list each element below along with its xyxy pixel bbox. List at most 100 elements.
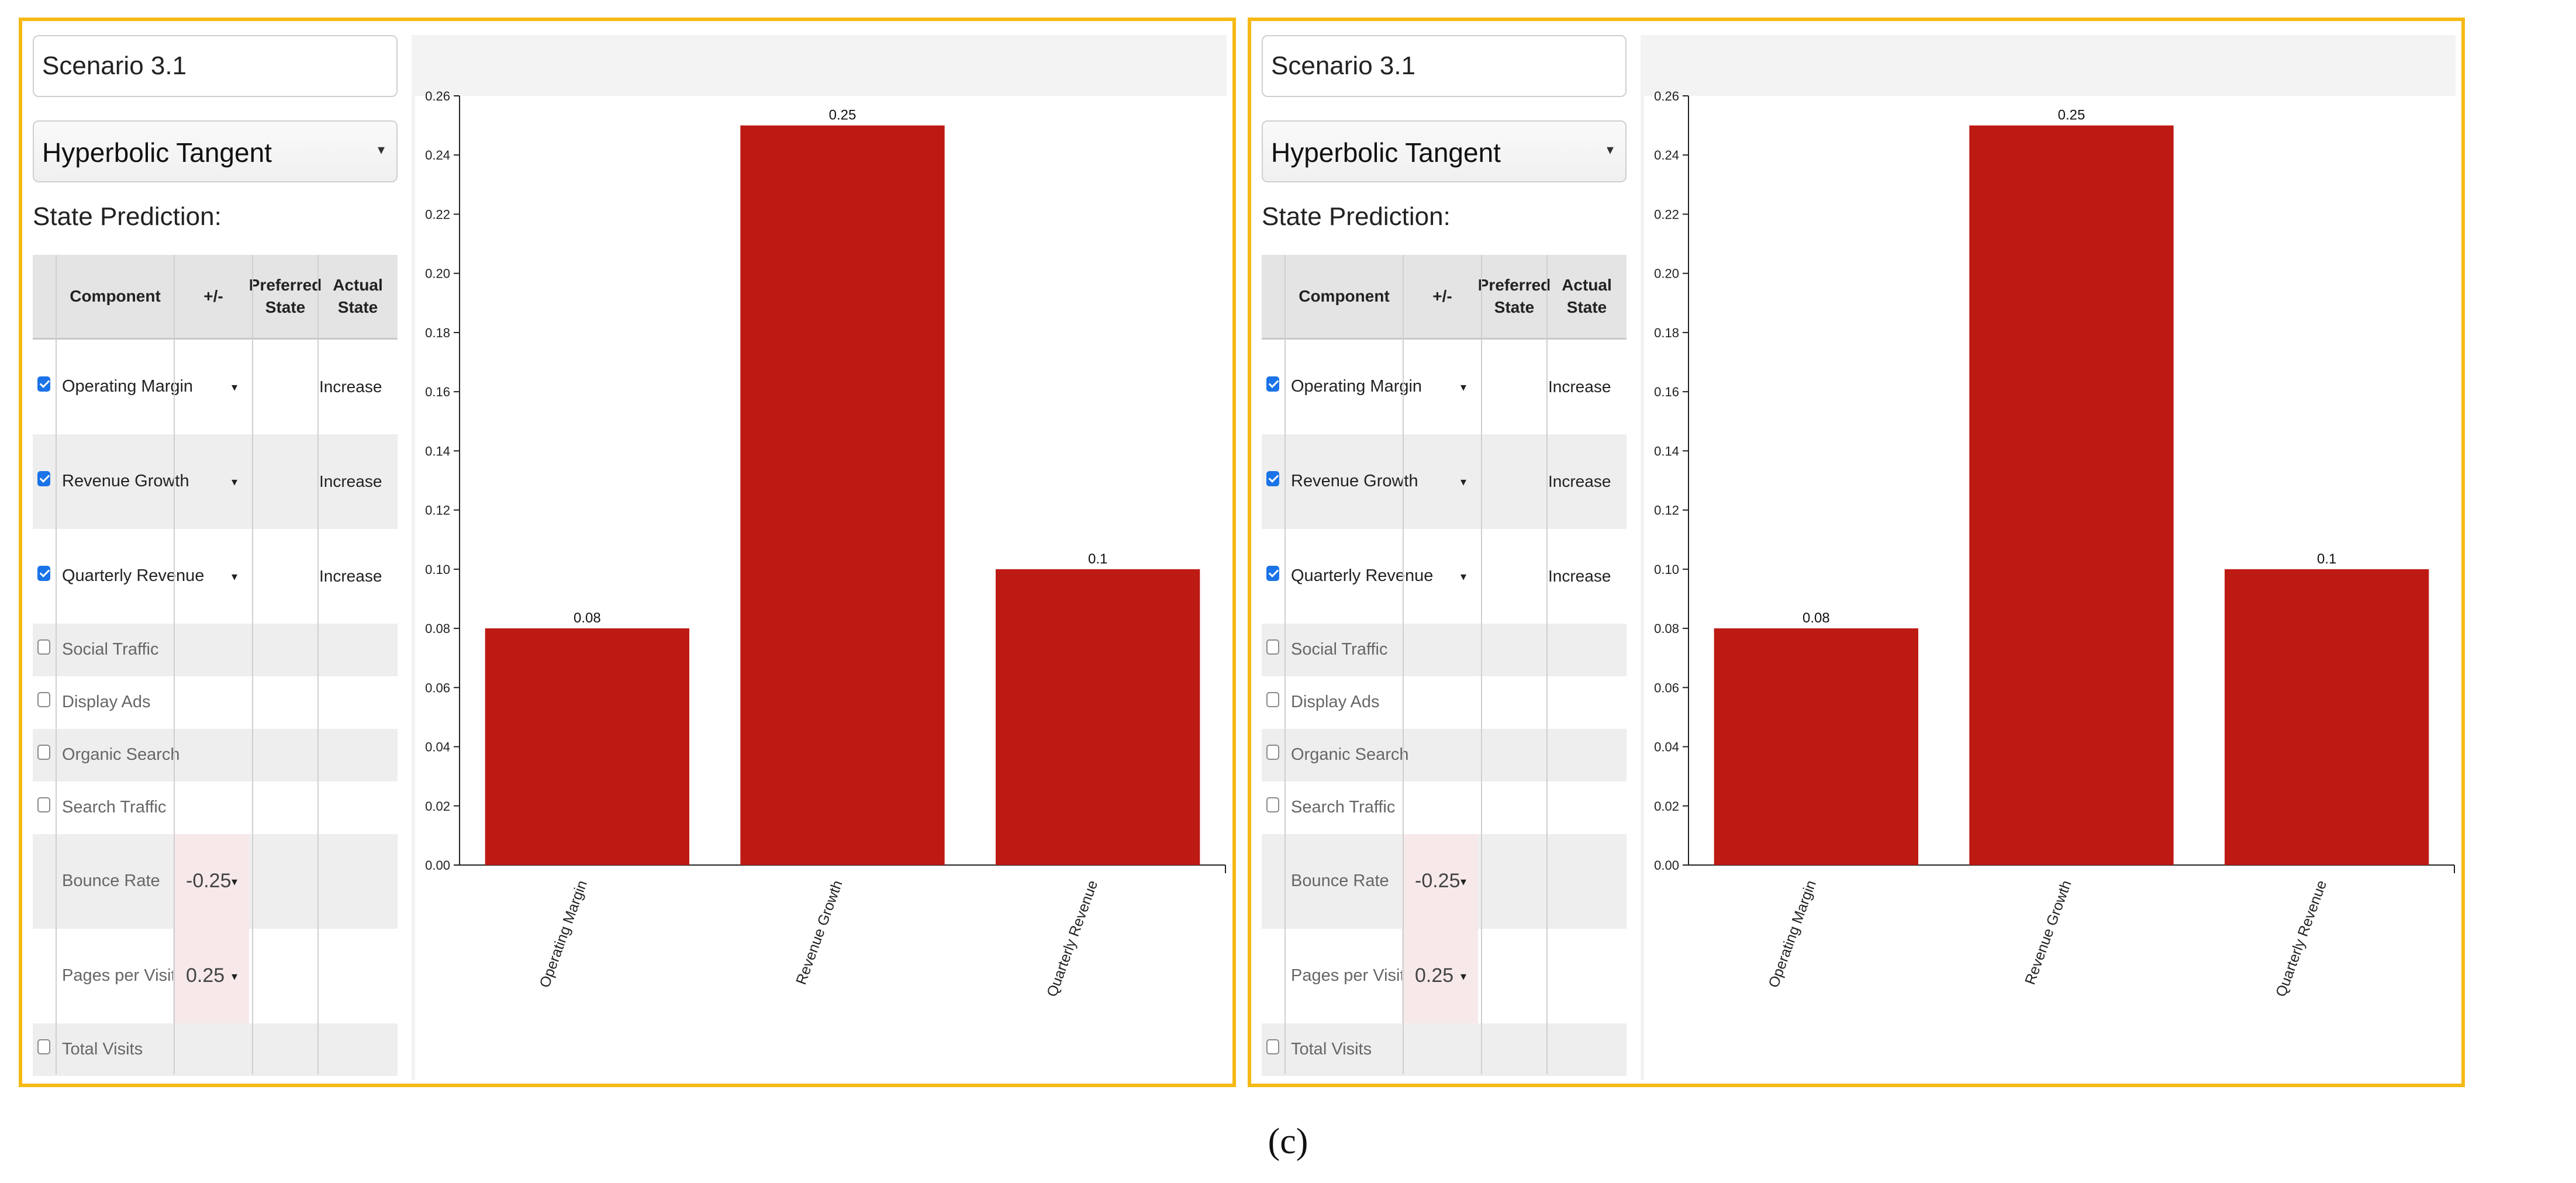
component-name: Total Visits bbox=[62, 1040, 143, 1059]
table-row: Display Ads bbox=[33, 676, 398, 729]
component-checkbox[interactable] bbox=[37, 1039, 50, 1054]
chevron-down-icon[interactable]: ▾ bbox=[1460, 476, 1467, 489]
chevron-down-icon[interactable]: ▾ bbox=[232, 570, 238, 583]
scenario-name-input[interactable]: Scenario 3.1 bbox=[1262, 35, 1627, 97]
component-checkbox[interactable] bbox=[1266, 745, 1279, 760]
component-name: Social Traffic bbox=[62, 640, 159, 659]
state-prediction-table: Component +/- Preferred State Actual State O… bbox=[1262, 255, 1627, 1076]
header-component: Component bbox=[70, 287, 161, 306]
component-checkbox[interactable] bbox=[37, 566, 50, 581]
component-checkbox[interactable] bbox=[37, 745, 50, 760]
bar[interactable] bbox=[996, 569, 1200, 865]
table-row: Operating Margin ▾ Increase bbox=[33, 340, 398, 434]
table-row: Pages per Visit 0.25 ▾ bbox=[33, 929, 398, 1023]
chevron-down-icon[interactable]: ▾ bbox=[1460, 876, 1467, 888]
y-tick-label: 0.20 bbox=[425, 267, 450, 281]
component-checkbox[interactable] bbox=[1266, 639, 1279, 655]
component-name: Quarterly Revenue bbox=[62, 566, 205, 585]
component-checkbox[interactable] bbox=[37, 797, 50, 812]
delta-value-select[interactable]: 0.25 bbox=[186, 964, 225, 987]
state-prediction-label: State Prediction: bbox=[1262, 202, 1451, 231]
table-row: Search Traffic bbox=[1262, 781, 1627, 834]
component-checkbox[interactable] bbox=[1266, 566, 1279, 581]
component-checkbox[interactable] bbox=[1266, 1039, 1279, 1054]
bar[interactable] bbox=[740, 125, 945, 866]
component-name: Bounce Rate bbox=[1291, 871, 1389, 890]
component-name: Display Ads bbox=[62, 693, 151, 711]
y-tick-label: 0.20 bbox=[1654, 267, 1679, 281]
component-checkbox[interactable] bbox=[1266, 471, 1279, 486]
y-tick-label: 0.06 bbox=[425, 680, 450, 695]
chevron-down-icon[interactable]: ▾ bbox=[232, 876, 238, 888]
component-name: Operating Margin bbox=[1291, 377, 1422, 396]
activation-function-select[interactable]: Hyperbolic Tangent ▾ bbox=[33, 120, 398, 182]
chevron-down-icon[interactable]: ▾ bbox=[1460, 970, 1467, 983]
bar-value-label: 0.08 bbox=[574, 610, 601, 626]
y-tick-label: 0.02 bbox=[1654, 799, 1679, 814]
scenario-name-input[interactable]: Scenario 3.1 bbox=[33, 35, 398, 97]
table-header: Component +/- Preferred State Actual State bbox=[1262, 255, 1627, 340]
bar[interactable] bbox=[485, 628, 689, 865]
component-checkbox[interactable] bbox=[1266, 376, 1279, 392]
component-name: Search Traffic bbox=[1291, 798, 1396, 817]
y-tick-label: 0.02 bbox=[425, 799, 450, 814]
y-tick-label: 0.26 bbox=[425, 89, 450, 103]
component-checkbox[interactable] bbox=[1266, 797, 1279, 812]
table-row: Quarterly Revenue ▾ Increase bbox=[1262, 529, 1627, 624]
component-checkbox[interactable] bbox=[37, 639, 50, 655]
chevron-down-icon[interactable]: ▾ bbox=[232, 381, 238, 394]
y-tick-label: 0.12 bbox=[1654, 503, 1679, 518]
column-divider bbox=[1284, 255, 1286, 1074]
y-tick-label: 0.18 bbox=[425, 326, 450, 340]
component-name: Bounce Rate bbox=[62, 871, 160, 890]
bar-value-label: 0.08 bbox=[1802, 610, 1830, 626]
bar-value-label: 0.25 bbox=[829, 108, 857, 123]
component-checkbox[interactable] bbox=[1266, 692, 1279, 707]
chevron-down-icon[interactable]: ▾ bbox=[1460, 570, 1467, 583]
delta-cell bbox=[1402, 834, 1478, 929]
y-tick-label: 0.08 bbox=[1654, 621, 1679, 636]
y-tick-label: 0.22 bbox=[1654, 207, 1679, 222]
y-tick-label: 0.12 bbox=[425, 503, 450, 518]
delta-cell bbox=[173, 834, 249, 929]
activation-function-select[interactable]: Hyperbolic Tangent ▾ bbox=[1262, 120, 1627, 182]
actual-state-value: Increase bbox=[1548, 378, 1611, 396]
bar[interactable] bbox=[1714, 628, 1918, 865]
y-tick-label: 0.10 bbox=[1654, 562, 1679, 577]
chevron-down-icon: ▾ bbox=[377, 142, 385, 158]
bar[interactable] bbox=[1969, 125, 2174, 866]
delta-cell bbox=[173, 929, 249, 1023]
column-divider bbox=[252, 255, 253, 1074]
y-tick-label: 0.14 bbox=[425, 444, 450, 458]
component-checkbox[interactable] bbox=[37, 471, 50, 486]
bar-chart: 0.00 0.02 0.04 0.06 0.08 0.10 0.12 0.14 0.16 0.18… bbox=[1644, 89, 2456, 1080]
delta-value-select[interactable]: -0.25 bbox=[186, 870, 232, 892]
delta-value-select[interactable]: -0.25 bbox=[1415, 870, 1460, 892]
chevron-down-icon[interactable]: ▾ bbox=[232, 970, 238, 983]
table-row: Pages per Visit 0.25 ▾ bbox=[1262, 929, 1627, 1023]
component-name: Quarterly Revenue bbox=[1291, 566, 1434, 585]
chart-area: 0.00 0.02 0.04 0.06 0.08 0.10 0.12 0.14 0.16 0.18… bbox=[1641, 35, 2456, 1080]
table-row: Bounce Rate -0.25 ▾ bbox=[33, 834, 398, 929]
table-row: Social Traffic bbox=[33, 624, 398, 676]
table-header: Component +/- Preferred State Actual State bbox=[33, 255, 398, 340]
y-tick-label: 0.14 bbox=[1654, 444, 1679, 458]
column-divider bbox=[56, 255, 57, 1074]
component-name: Total Visits bbox=[1291, 1040, 1372, 1059]
y-tick-label: 0.16 bbox=[1654, 385, 1679, 399]
y-tick-label: 0.00 bbox=[1654, 858, 1679, 873]
table-row: Operating Margin ▾ Increase bbox=[1262, 340, 1627, 434]
chevron-down-icon[interactable]: ▾ bbox=[232, 476, 238, 489]
chevron-down-icon[interactable]: ▾ bbox=[1460, 381, 1467, 394]
component-checkbox[interactable] bbox=[37, 692, 50, 707]
actual-state-value: Increase bbox=[319, 378, 382, 396]
y-tick-label: 0.08 bbox=[425, 621, 450, 636]
column-divider bbox=[174, 255, 175, 1074]
delta-value-select[interactable]: 0.25 bbox=[1415, 964, 1454, 987]
component-checkbox[interactable] bbox=[37, 376, 50, 392]
bar[interactable] bbox=[2225, 569, 2429, 865]
select-value: Hyperbolic Tangent bbox=[42, 137, 272, 168]
y-tick-label: 0.26 bbox=[1654, 89, 1679, 103]
y-tick-label: 0.00 bbox=[425, 858, 450, 873]
